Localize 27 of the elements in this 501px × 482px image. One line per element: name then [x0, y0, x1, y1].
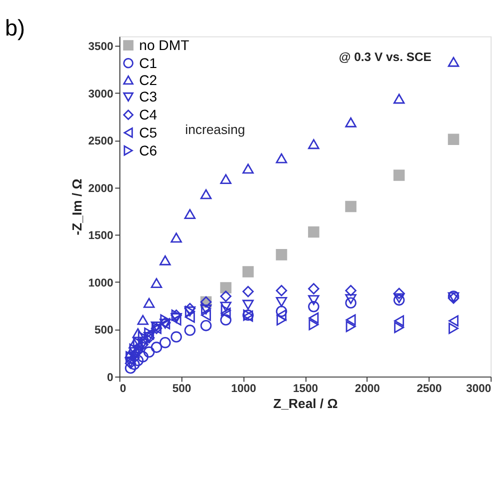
x-tick-label: 2000 — [354, 383, 380, 396]
legend-label: C4 — [139, 106, 158, 123]
legend-label: no DMT — [139, 36, 190, 53]
x-tick-label: 1500 — [292, 383, 318, 396]
y-tick-label: 0 — [107, 372, 114, 384]
y-axis-title: -Z_Im / Ω — [70, 178, 85, 236]
legend-label: C3 — [139, 88, 158, 105]
y-tick-label: 2500 — [88, 136, 114, 148]
legend-label: C6 — [139, 142, 158, 158]
y-tick-label: 1000 — [88, 277, 114, 290]
x-tick-label: 3000 — [466, 383, 492, 396]
y-tick-label: 500 — [94, 324, 114, 337]
chart-title: b) — [4, 15, 26, 40]
y-tick-label: 2000 — [88, 182, 114, 195]
y-tick-label: 3000 — [88, 88, 114, 100]
x-axis-title: Z_Real / Ω — [273, 396, 338, 412]
legend-label: C1 — [139, 54, 158, 71]
x-tick-label: 0 — [120, 383, 126, 396]
y-tick-label: 3500 — [88, 41, 114, 54]
x-tick-label: 1000 — [231, 383, 256, 396]
x-tick-label: 2500 — [416, 383, 442, 396]
annotation: increasing — [185, 122, 246, 138]
legend-label: C5 — [139, 124, 158, 140]
x-tick-label: 500 — [172, 383, 192, 396]
legend-label: C2 — [139, 72, 158, 88]
annotation: @ 0.3 V vs. SCE — [338, 50, 432, 64]
y-tick-label: 1500 — [88, 230, 114, 242]
